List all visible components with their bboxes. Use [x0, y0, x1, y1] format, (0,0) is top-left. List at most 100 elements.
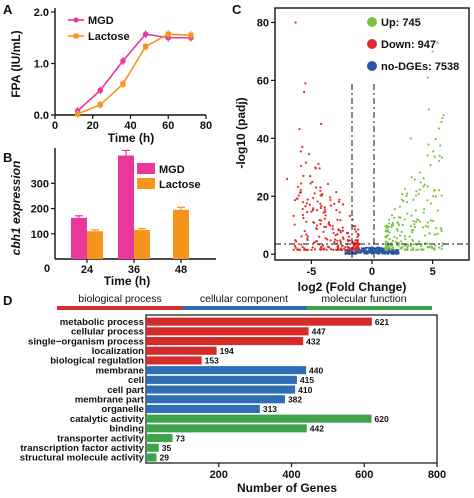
c-point-up [433, 248, 436, 251]
d-bar [146, 395, 285, 404]
c-point-up [427, 225, 430, 228]
d-group-bp-label: biological process [78, 293, 161, 305]
c-point-down [326, 238, 329, 241]
c-point-up [418, 188, 421, 191]
c-point-down [297, 185, 300, 188]
c-point-down [300, 164, 303, 168]
b-y-label: cbh1 expression [9, 161, 23, 256]
c-point-up [434, 244, 437, 247]
d-value-label: 382 [288, 395, 302, 405]
c-point-up [410, 176, 413, 179]
c-point-down [310, 210, 313, 213]
c-point-down [343, 247, 346, 250]
panel-d-letter: D [3, 293, 12, 308]
c-point-up [427, 108, 431, 111]
c-point-down [301, 246, 304, 249]
c-point-down [334, 238, 337, 241]
c-point-down [327, 222, 330, 225]
d-category-label: metabolic process [60, 317, 144, 328]
c-y-tick-label: 80 [257, 17, 269, 29]
c-point-down [292, 214, 295, 217]
c-point-up [422, 211, 425, 214]
c-point-up [438, 246, 441, 249]
d-bar [146, 327, 309, 336]
c-point-up [390, 244, 393, 248]
c-point-down [306, 237, 309, 240]
c-point-up [411, 231, 414, 234]
c-y-tick-label: 0 [263, 249, 269, 261]
c-point-down [355, 248, 358, 251]
c-legend-up-label: Up: 745 [381, 17, 421, 29]
c-point-down [329, 239, 332, 242]
c-point-nodge [367, 246, 370, 249]
c-point-down [331, 228, 334, 231]
c-point-down [357, 228, 360, 231]
c-point-down [353, 244, 356, 247]
c-point-down [339, 219, 342, 222]
c-point-up [386, 241, 389, 244]
c-point-down [315, 208, 319, 212]
c-point-down [298, 191, 302, 194]
c-point-down [292, 248, 295, 251]
c-point-down [309, 182, 312, 185]
panel-c-volcano-plot: -log10 (padj) log2 (Fold Change) -5 0 5 0 20… [234, 7, 470, 294]
c-point-down [341, 203, 345, 206]
c-point-down [306, 235, 309, 238]
b-legend-lactose-swatch [137, 178, 155, 189]
c-legend-down-marker [367, 39, 377, 49]
c-point-up [406, 192, 409, 195]
c-point-down [335, 209, 338, 212]
a-point-mgd [142, 31, 149, 37]
c-point-down [356, 235, 359, 238]
b-bar-mgd [118, 155, 134, 259]
c-point-nodge [374, 248, 378, 251]
b-x-tick-label: 24 [81, 264, 94, 276]
a-point-lactose [120, 81, 126, 87]
c-point-down [339, 231, 342, 234]
c-point-up [426, 185, 429, 188]
c-point-down [320, 204, 323, 208]
c-point-up [433, 188, 436, 191]
d-category-label: catalytic activity [70, 414, 145, 425]
c-point-up [399, 247, 402, 250]
c-point-down [353, 228, 356, 231]
c-point-up [387, 244, 390, 247]
d-value-label: 440 [309, 365, 323, 375]
c-point-down [333, 240, 336, 244]
c-point-nodge [344, 252, 347, 255]
c-point-up [393, 235, 396, 238]
c-point-up [404, 244, 407, 247]
a-point-lactose [75, 111, 81, 117]
c-point-down [301, 201, 305, 204]
d-bar [146, 366, 307, 375]
c-point-up [405, 194, 408, 198]
c-point-down [294, 21, 297, 24]
c-point-up [422, 185, 425, 188]
d-group-cc-label: cellular component [200, 293, 288, 305]
c-point-nodge [370, 246, 374, 249]
c-point-nodge [365, 246, 368, 249]
a-y-tick-label: 2.0 [34, 7, 49, 19]
c-point-down [322, 211, 325, 214]
c-point-down [345, 231, 349, 235]
c-point-up [410, 229, 414, 232]
c-point-up [434, 137, 437, 141]
c-point-up [436, 232, 439, 235]
d-group-cc-bar [182, 306, 307, 310]
c-point-down [319, 222, 322, 226]
c-point-down [303, 247, 306, 250]
c-point-up [414, 209, 417, 212]
c-point-down [301, 207, 304, 210]
c-point-down [301, 145, 304, 149]
c-point-up [434, 195, 438, 198]
c-point-down [356, 240, 359, 243]
c-point-down [347, 235, 351, 238]
d-value-label: 442 [310, 424, 324, 434]
c-point-down [342, 237, 345, 240]
c-point-up [439, 144, 442, 147]
c-point-down [323, 225, 326, 229]
b-legend-lactose-label: Lactose [159, 179, 201, 191]
c-point-up [440, 229, 443, 233]
d-value-label: 73 [176, 433, 186, 443]
